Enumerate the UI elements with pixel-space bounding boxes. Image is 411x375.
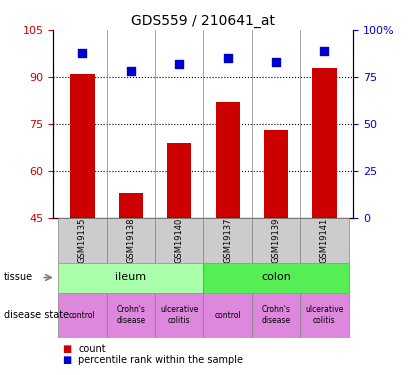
Bar (264, 130, 288, 218)
Text: ulcerative
colitis: ulcerative colitis (305, 305, 344, 325)
Text: control: control (69, 310, 96, 320)
FancyBboxPatch shape (58, 262, 203, 292)
FancyBboxPatch shape (107, 217, 155, 262)
Text: GSM19141: GSM19141 (320, 217, 329, 262)
Text: ■: ■ (62, 355, 71, 365)
Text: disease state: disease state (4, 310, 69, 320)
FancyBboxPatch shape (203, 217, 252, 262)
FancyBboxPatch shape (155, 292, 203, 338)
FancyBboxPatch shape (58, 292, 107, 338)
Text: GSM19140: GSM19140 (175, 217, 184, 262)
Text: percentile rank within the sample: percentile rank within the sample (78, 355, 243, 365)
Text: GSM19135: GSM19135 (78, 217, 87, 262)
Text: GSM19138: GSM19138 (126, 217, 135, 263)
FancyBboxPatch shape (300, 217, 349, 262)
FancyBboxPatch shape (203, 262, 349, 292)
Point (273, 59, 279, 65)
FancyBboxPatch shape (203, 292, 252, 338)
Text: ileum: ileum (115, 273, 146, 282)
Point (224, 55, 231, 61)
Point (321, 48, 328, 54)
Text: tissue: tissue (4, 273, 33, 282)
Title: GDS559 / 210641_at: GDS559 / 210641_at (132, 13, 275, 28)
Text: control: control (214, 310, 241, 320)
Text: GSM19137: GSM19137 (223, 217, 232, 263)
Text: colon: colon (261, 273, 291, 282)
Text: Crohn's
disease: Crohn's disease (261, 305, 291, 325)
Text: count: count (78, 344, 106, 354)
Text: Crohn's
disease: Crohn's disease (116, 305, 145, 325)
FancyBboxPatch shape (252, 292, 300, 338)
Point (127, 68, 134, 74)
Text: GSM19139: GSM19139 (272, 217, 281, 262)
Bar (312, 68, 337, 218)
FancyBboxPatch shape (58, 217, 107, 262)
Bar (70, 74, 95, 217)
FancyBboxPatch shape (252, 217, 300, 262)
FancyBboxPatch shape (155, 217, 203, 262)
Bar (119, 192, 143, 217)
Bar (167, 142, 192, 218)
FancyBboxPatch shape (300, 292, 349, 338)
Text: ■: ■ (62, 344, 71, 354)
Text: ulcerative
colitis: ulcerative colitis (160, 305, 199, 325)
FancyBboxPatch shape (107, 292, 155, 338)
Point (79, 50, 86, 55)
Bar (215, 102, 240, 218)
Point (176, 61, 182, 67)
